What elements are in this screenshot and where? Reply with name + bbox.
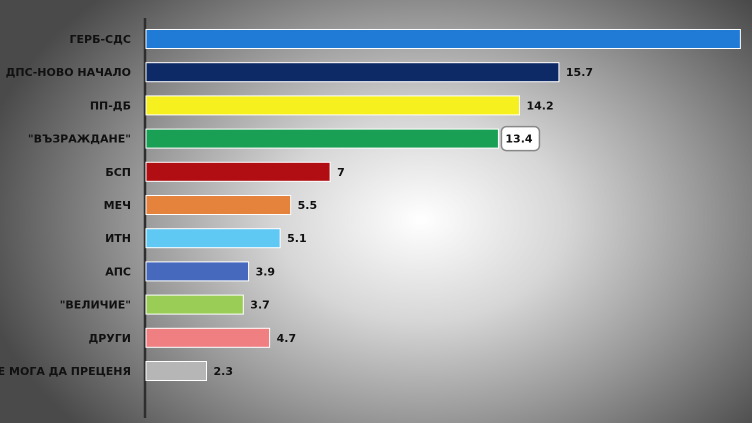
category-label: БСП <box>105 166 131 179</box>
value-label: 13.4 <box>505 133 532 146</box>
category-label: НЕ МОГА ДА ПРЕЦЕНЯ <box>0 365 131 378</box>
bars-group: ГЕРБ-СДС ДПС-НОВО НАЧАЛО 15.7 ПП-ДБ 14.2 "ВЪЗ… <box>0 29 741 381</box>
bar <box>145 327 271 348</box>
bar <box>145 261 250 282</box>
category-label: ПП-ДБ <box>90 99 131 112</box>
value-label: 4.7 <box>277 332 297 345</box>
bar <box>145 294 244 315</box>
bar <box>145 195 292 215</box>
value-label: 14.2 <box>526 99 553 112</box>
bar <box>145 361 207 381</box>
value-label: 5.5 <box>298 199 318 212</box>
value-label: 15.7 <box>566 66 593 79</box>
value-label: 5.1 <box>287 232 307 245</box>
category-label: АПС <box>105 265 131 278</box>
bar <box>145 128 499 149</box>
bar <box>145 29 741 49</box>
value-label: 3.9 <box>256 265 276 278</box>
category-label: "ВЕЛИЧИЕ" <box>60 299 131 312</box>
category-label: "ВЪЗРАЖДАНЕ" <box>28 133 131 146</box>
bar <box>145 62 560 83</box>
bar <box>145 95 520 116</box>
category-label: ИТН <box>105 232 131 245</box>
bar <box>145 228 281 249</box>
category-label: ДПС-НОВО НАЧАЛО <box>6 66 131 79</box>
category-label: ДРУГИ <box>88 332 131 345</box>
value-label: 3.7 <box>250 299 270 312</box>
bar <box>145 161 331 182</box>
value-label: 2.3 <box>213 365 233 378</box>
value-label: 7 <box>337 166 345 179</box>
category-label: ГЕРБ-СДС <box>70 33 131 46</box>
value-label-box <box>500 125 541 152</box>
category-label: МЕЧ <box>104 199 131 212</box>
